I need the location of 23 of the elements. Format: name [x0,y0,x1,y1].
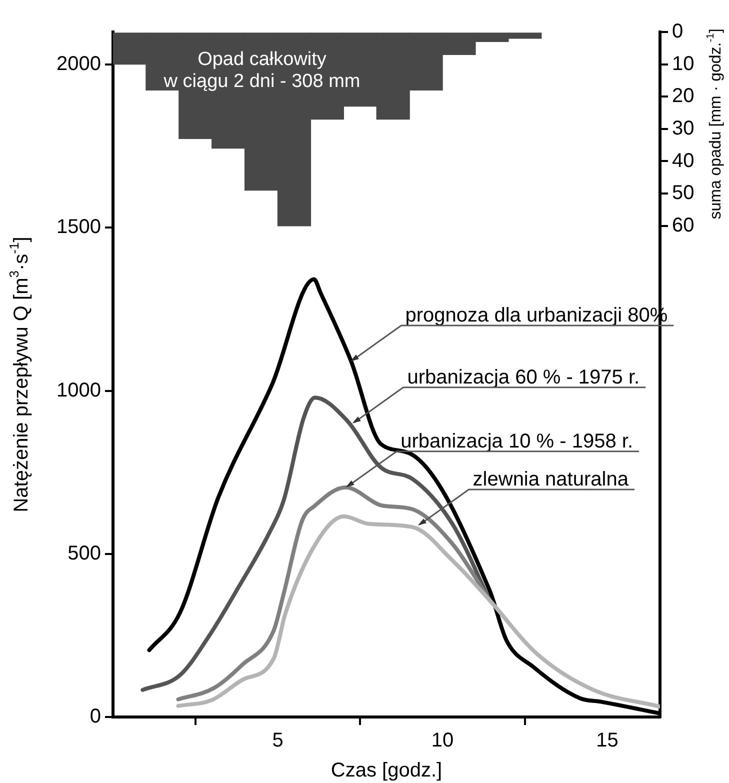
y2-tick-label: 10 [672,52,694,75]
y-tick-label: 0 [90,706,101,728]
annotation: urbanizacja 60 % - 1975 r. [407,366,640,388]
y-tick-label: 1000 [56,379,101,402]
x-tick-label: 15 [596,730,618,752]
y2-tick-label: 0 [672,20,684,43]
y2-tick-label: 50 [672,182,694,204]
y2-tick-label: 20 [672,85,694,108]
y-tick-label: 2000 [56,53,101,76]
y-tick-label: 1500 [56,216,101,238]
y-axis-title: Natężenie przepływu Q [m3·s-1] [6,236,33,512]
y2-tick-label: 30 [672,117,694,140]
annotation: Opad całkowity w ciągu 2 dni - 308 mm [162,49,360,92]
y2-axis-title: suma opadu [mm · godz.-1] [705,28,724,220]
annotation: urbanizacja 10 % - 1958 r. [400,430,634,452]
y-tick-label: 500 [68,542,101,564]
y2-tick-label: 40 [672,150,694,172]
x-tick-label: 10 [431,730,454,752]
line-series [176,514,660,709]
x-tick-label: 5 [272,730,284,752]
y2-tick-label: 60 [672,214,694,236]
x-axis-title: Czas [godz.] [330,760,442,782]
annotation: zlewnia naturalna [472,468,630,491]
